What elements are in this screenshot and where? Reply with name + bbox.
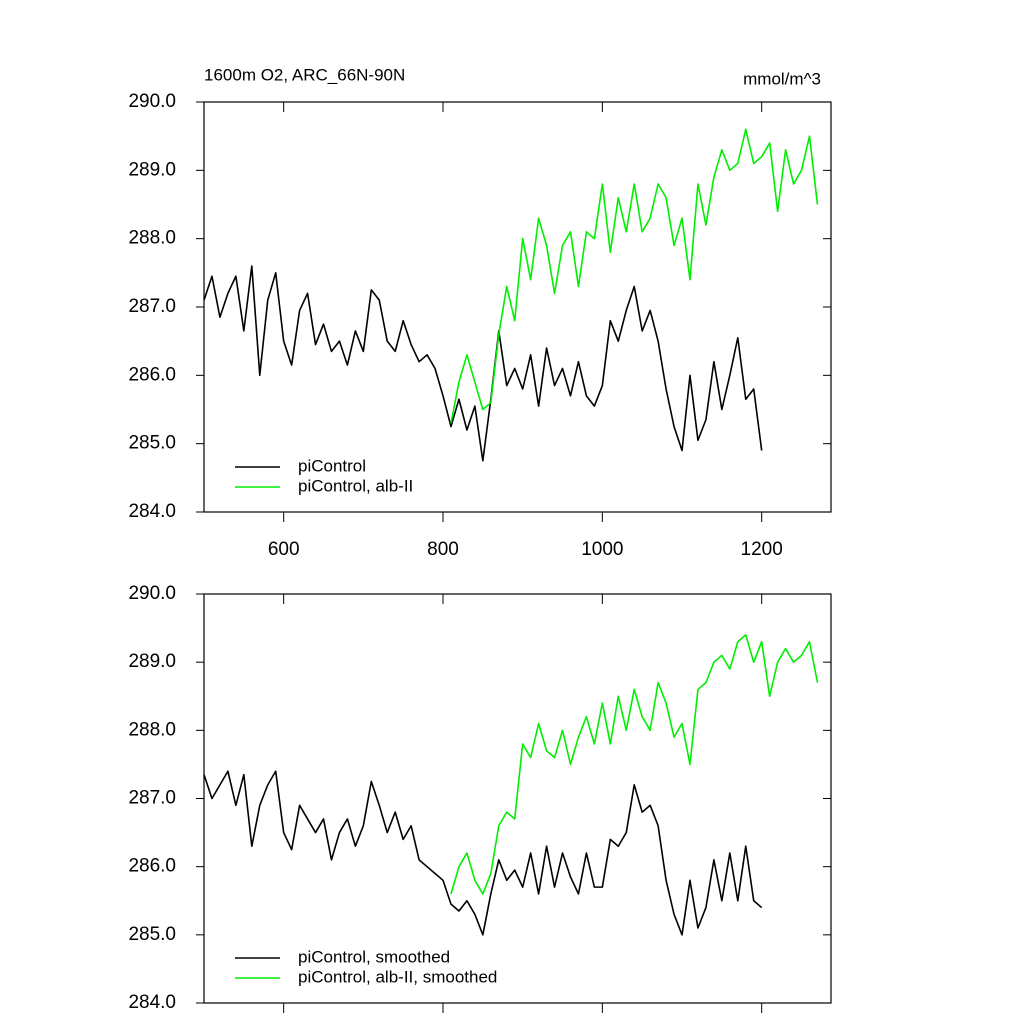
data-line: [203, 265, 763, 462]
legend-label: piControl: [298, 456, 366, 475]
y-tick-label: 288.0: [128, 719, 176, 740]
x-tick-label: 800: [427, 539, 459, 560]
y-tick-label: 287.0: [128, 296, 176, 317]
legend-label: piControl, alb-II, smoothed: [298, 967, 497, 986]
units-label: mmol/m^3: [743, 69, 821, 88]
y-tick-label: 288.0: [128, 228, 176, 249]
data-line: [450, 128, 819, 424]
y-tick-label: 286.0: [128, 856, 176, 877]
legend-label: piControl, alb-II: [298, 476, 413, 495]
y-tick-label: 284.0: [128, 992, 176, 1013]
y-tick-label: 285.0: [128, 433, 176, 454]
y-tick-label: 284.0: [128, 501, 176, 522]
y-tick-label: 290.0: [128, 91, 176, 112]
y-tick-label: 287.0: [128, 788, 176, 809]
y-tick-label: 289.0: [128, 159, 176, 180]
y-tick-label: 286.0: [128, 364, 176, 385]
data-line: [203, 770, 763, 936]
y-tick-label: 289.0: [128, 651, 176, 672]
x-tick-label: 600: [268, 539, 300, 560]
chart-title: 1600m O2, ARC_66N-90N: [204, 65, 405, 84]
x-tick-label: 1200: [741, 539, 783, 560]
x-tick-label: 1000: [581, 539, 623, 560]
data-line: [450, 634, 819, 895]
legend-label: piControl, smoothed: [298, 947, 450, 966]
y-tick-label: 290.0: [128, 583, 176, 604]
y-tick-label: 285.0: [128, 924, 176, 945]
